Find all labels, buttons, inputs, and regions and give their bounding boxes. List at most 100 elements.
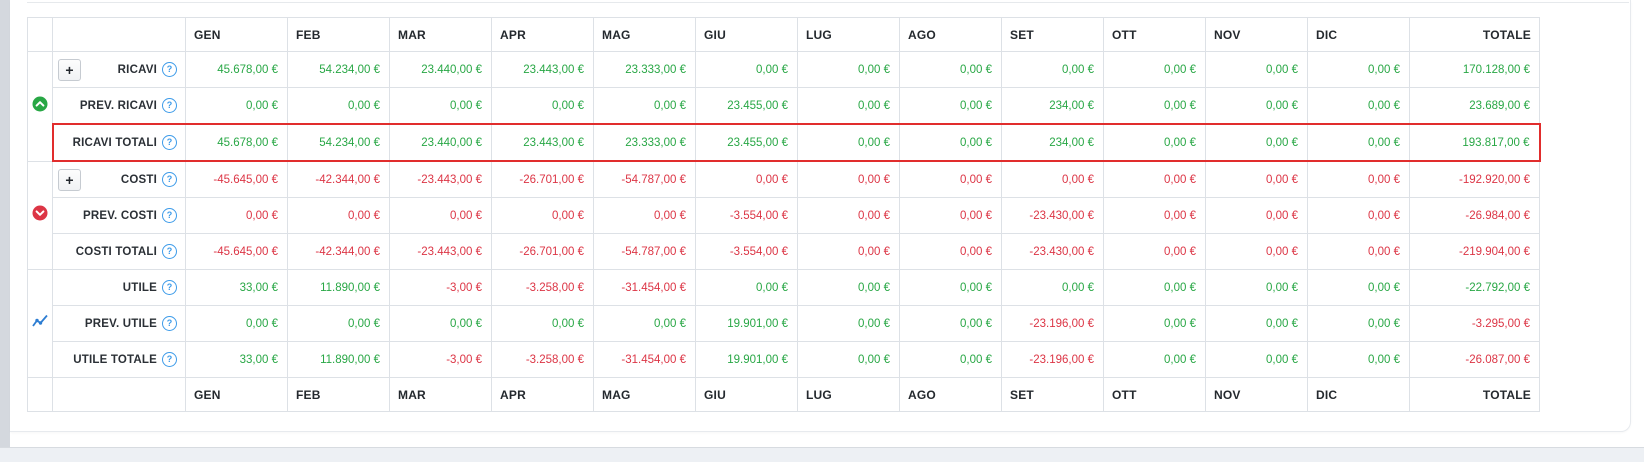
value-cell: -26.984,00 € [1409, 197, 1540, 234]
value-cell: -192.920,00 € [1409, 160, 1540, 198]
value-cell: 0,00 € [1103, 233, 1206, 270]
value-cell: 0,00 € [1205, 51, 1308, 88]
value-cell: 0,00 € [1001, 51, 1104, 88]
help-icon[interactable]: ? [162, 208, 177, 223]
header-icon-column-cell [27, 17, 53, 52]
value-cell: 0,00 € [1103, 269, 1206, 306]
row-label-wrap: + RICAVI? [58, 58, 177, 81]
value-cell: -26.087,00 € [1409, 341, 1540, 378]
header-column-gen: GEN [185, 17, 288, 52]
value-cell: 33,00 € [185, 269, 288, 306]
value-cell: 0,00 € [797, 87, 900, 125]
value-cell: -26.701,00 € [491, 160, 594, 198]
row-label: COSTI [120, 173, 157, 186]
value-cell: 0,00 € [1103, 197, 1206, 234]
value-cell: 54.234,00 € [287, 51, 390, 88]
row-label: RICAVI TOTALI [72, 136, 157, 149]
help-icon[interactable]: ? [162, 280, 177, 295]
help-icon[interactable]: ? [162, 244, 177, 259]
table-row-ricavi-totali: RICAVI TOTALI? 45.678,00 €54.234,00 €23.4… [28, 123, 1541, 162]
help-icon[interactable]: ? [162, 172, 177, 187]
sidebar-edge [0, 0, 10, 448]
value-cell: 0,00 € [491, 305, 594, 342]
value-cell: 0,00 € [1307, 233, 1410, 270]
row-label-cell: COSTI TOTALI? [52, 233, 186, 270]
header-column-mar: MAR [389, 17, 492, 52]
help-icon[interactable]: ? [162, 352, 177, 367]
value-cell: 170.128,00 € [1409, 51, 1540, 88]
header-row: GEN FEB MAR APR MAG GIU LUG AGO SET OTT NOV DIC TOTA… [27, 17, 1540, 52]
expand-ricavi-button[interactable]: + [58, 58, 81, 81]
pl-table: GEN FEB MAR APR MAG GIU LUG AGO SET OTT NOV DIC TOTA… [27, 17, 1541, 412]
value-cell: 11.890,00 € [287, 269, 390, 306]
value-cell: 0,00 € [491, 197, 594, 234]
value-cell: 0,00 € [1001, 160, 1104, 198]
value-cell: 0,00 € [1103, 305, 1206, 342]
value-cell: -3.554,00 € [695, 233, 798, 270]
value-cell: 0,00 € [1307, 123, 1410, 162]
value-cell: 0,00 € [695, 269, 798, 306]
value-cell: -26.701,00 € [491, 233, 594, 270]
value-cell: -3.295,00 € [1409, 305, 1540, 342]
value-cell: 0,00 € [1307, 87, 1410, 125]
value-cell: 23.443,00 € [491, 123, 594, 162]
value-cell: 0,00 € [797, 160, 900, 198]
table-row-costi-totali: COSTI TOTALI? -45.645,00 € -42.344,00 € -23… [28, 233, 1540, 270]
value-cell: 0,00 € [1307, 305, 1410, 342]
value-cell: -45.645,00 € [185, 160, 288, 198]
footer-column-giu: GIU [695, 377, 798, 412]
value-cell: 0,00 € [1205, 233, 1308, 270]
row-label-cell: PREV. RICAVI? [52, 87, 186, 125]
row-label: RICAVI [117, 63, 157, 76]
header-column-lug: LUG [797, 17, 900, 52]
footer-column-mag: MAG [593, 377, 696, 412]
table-header: GEN FEB MAR APR MAG GIU LUG AGO SET OTT NOV DIC TOTA… [27, 17, 1540, 52]
value-cell: 0,00 € [797, 197, 900, 234]
value-cell: 0,00 € [1205, 123, 1308, 162]
value-cell: 0,00 € [1001, 269, 1104, 306]
value-cell: 0,00 € [1103, 341, 1206, 378]
value-cell: 0,00 € [899, 51, 1002, 88]
value-cell: 0,00 € [899, 233, 1002, 270]
value-cell: 0,00 € [593, 87, 696, 125]
row-label-wrap: UTILE? [58, 280, 177, 295]
value-cell: 0,00 € [287, 197, 390, 234]
row-label-cell: RICAVI TOTALI? [51, 123, 186, 162]
row-label-cell: + RICAVI? [52, 51, 186, 88]
value-cell: 0,00 € [1307, 197, 1410, 234]
value-cell: 0,00 € [1205, 160, 1308, 198]
row-label-wrap: + COSTI? [58, 168, 177, 191]
value-cell: 0,00 € [899, 197, 1002, 234]
value-cell: -23.443,00 € [389, 233, 492, 270]
header-label-column-cell [52, 17, 186, 52]
row-label: COSTI TOTALI [75, 245, 157, 258]
value-cell: -54.787,00 € [593, 160, 696, 198]
value-cell: 0,00 € [185, 197, 288, 234]
value-cell: 0,00 € [1307, 341, 1410, 378]
footer-column-ago: AGO [899, 377, 1002, 412]
value-cell: -219.904,00 € [1409, 233, 1540, 270]
row-label-cell: PREV. COSTI? [52, 197, 186, 234]
value-cell: 0,00 € [1103, 87, 1206, 125]
row-label-cell: UTILE TOTALE? [52, 341, 186, 378]
panel-top-border [27, 2, 1629, 3]
value-cell: 0,00 € [899, 269, 1002, 306]
value-cell: -23.430,00 € [1001, 233, 1104, 270]
help-icon[interactable]: ? [162, 98, 177, 113]
row-label: PREV. RICAVI [79, 99, 157, 112]
help-icon[interactable]: ? [162, 135, 177, 150]
value-cell: 193.817,00 € [1409, 123, 1541, 162]
value-cell: 0,00 € [1205, 197, 1308, 234]
expand-costi-button[interactable]: + [58, 168, 81, 191]
value-cell: -3.554,00 € [695, 197, 798, 234]
table-row-prev-costi: PREV. COSTI? 0,00 €0,00 €0,00 €0,00 €0,00… [28, 197, 1540, 234]
table-row-prev-utile: PREV. UTILE? 0,00 €0,00 €0,00 €0,00 €0,00… [28, 305, 1540, 342]
help-icon[interactable]: ? [162, 316, 177, 331]
help-icon[interactable]: ? [162, 62, 177, 77]
footer-row: GEN FEB MAR APR MAG GIU LUG AGO SET OTT NOV DIC TOTA… [27, 377, 1540, 412]
value-cell: 0,00 € [1307, 160, 1410, 198]
value-cell: -31.454,00 € [593, 341, 696, 378]
value-cell: 0,00 € [797, 51, 900, 88]
value-cell: 23.689,00 € [1409, 87, 1540, 125]
value-cell: 0,00 € [1205, 87, 1308, 125]
